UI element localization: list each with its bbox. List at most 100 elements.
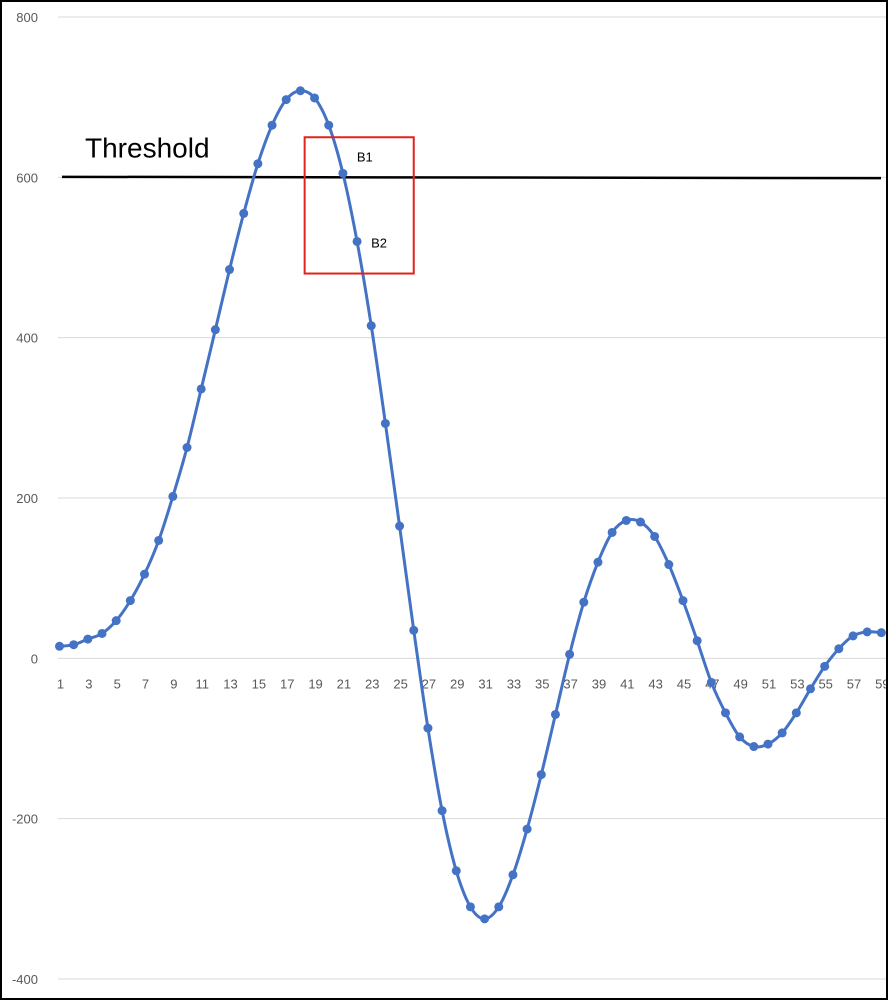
data-point: [182, 442, 192, 452]
data-point: [225, 265, 235, 275]
data-point: [281, 95, 291, 105]
x-tick-label: 35: [535, 676, 549, 691]
data-point: [451, 866, 461, 876]
x-tick-label: 37: [563, 676, 577, 691]
data-point: [97, 628, 107, 638]
x-tick-label: 45: [677, 676, 691, 691]
data-point: [55, 641, 64, 651]
data-point: [678, 596, 688, 606]
y-axis-tick-labels: -400 -200 0 200 400 600 800: [12, 10, 38, 987]
x-tick-label: 3: [85, 676, 92, 691]
data-point: [210, 325, 220, 335]
x-tick-label: 11: [195, 676, 209, 691]
x-tick-label: 53: [790, 676, 804, 691]
data-point: [267, 120, 277, 130]
data-point: [324, 120, 334, 130]
data-point: [480, 914, 490, 924]
threshold-line: [61, 175, 882, 180]
x-tick-label: 9: [170, 676, 177, 691]
data-point: [395, 521, 405, 531]
x-tick-label: 31: [478, 676, 492, 691]
data-point: [565, 649, 575, 659]
data-point: [735, 732, 745, 742]
y-tick-label: 200: [16, 491, 38, 506]
x-tick-label: 55: [818, 676, 832, 691]
data-point: [508, 870, 518, 880]
y-tick-label: -200: [12, 812, 38, 827]
data-point: [494, 902, 504, 912]
data-point: [83, 634, 93, 644]
data-point: [437, 806, 447, 816]
data-point: [168, 491, 178, 501]
data-point: [310, 93, 320, 103]
data-point: [692, 636, 702, 646]
data-point: [664, 560, 674, 570]
data-point: [338, 168, 348, 178]
data-point: [380, 418, 390, 428]
data-point: [196, 384, 206, 394]
y-tick-label: 600: [16, 170, 38, 185]
data-point: [706, 677, 716, 687]
data-point: [550, 709, 560, 719]
x-tick-label: 17: [280, 676, 294, 691]
x-tick-label: 29: [450, 676, 464, 691]
highlight-box-annotation: B1 B2: [303, 136, 415, 275]
data-point: [295, 86, 305, 96]
data-point: [876, 628, 886, 638]
data-point: [69, 640, 79, 650]
point-label: B1: [357, 149, 373, 164]
data-point: [593, 557, 603, 567]
data-point: [650, 531, 660, 541]
x-tick-label: 33: [507, 676, 521, 691]
data-point: [862, 627, 872, 637]
x-tick-label: 49: [733, 676, 747, 691]
data-point: [522, 824, 532, 834]
x-tick-label: 5: [114, 676, 121, 691]
data-point: [140, 569, 150, 579]
data-point: [791, 708, 801, 718]
highlight-box: [303, 136, 415, 275]
data-point: [834, 644, 844, 654]
y-tick-label: -400: [12, 972, 38, 987]
data-point: [253, 159, 263, 169]
x-tick-label: 41: [620, 676, 634, 691]
data-point: [352, 236, 362, 246]
data-point: [536, 770, 546, 780]
x-tick-label: 19: [308, 676, 322, 691]
data-point: [749, 742, 759, 752]
x-tick-label: 39: [592, 676, 606, 691]
y-tick-label: 0: [31, 651, 38, 666]
x-tick-label: 25: [393, 676, 407, 691]
threshold-annotation: Threshold: [61, 132, 882, 180]
data-series: [55, 86, 886, 924]
data-point: [409, 625, 419, 635]
data-point: [125, 596, 135, 606]
x-tick-label: 23: [365, 676, 379, 691]
data-point: [111, 616, 121, 626]
series-line: [59, 89, 882, 921]
x-tick-label: 1: [57, 676, 64, 691]
x-tick-label: 15: [252, 676, 266, 691]
data-point: [465, 902, 475, 912]
data-point: [154, 535, 164, 545]
x-tick-label: 59: [875, 676, 886, 691]
data-point: [621, 515, 631, 525]
data-point: [848, 631, 858, 641]
x-tick-label: 13: [223, 676, 237, 691]
data-point: [720, 708, 730, 718]
x-tick-label: 27: [422, 676, 436, 691]
y-tick-label: 400: [16, 331, 38, 346]
data-point: [820, 661, 830, 671]
data-point: [366, 321, 376, 331]
data-point: [777, 728, 787, 738]
data-point: [635, 517, 645, 527]
data-point: [579, 597, 589, 607]
x-axis-tick-labels: 1 3 5 7 9 11 13 15 17 19 21 23 25 27 29 31 33 35 37 39 41 43 4…: [57, 676, 886, 691]
data-point: [607, 527, 617, 537]
x-tick-label: 7: [142, 676, 149, 691]
x-tick-label: 51: [762, 676, 776, 691]
data-point: [239, 208, 249, 218]
x-tick-label: 43: [648, 676, 662, 691]
